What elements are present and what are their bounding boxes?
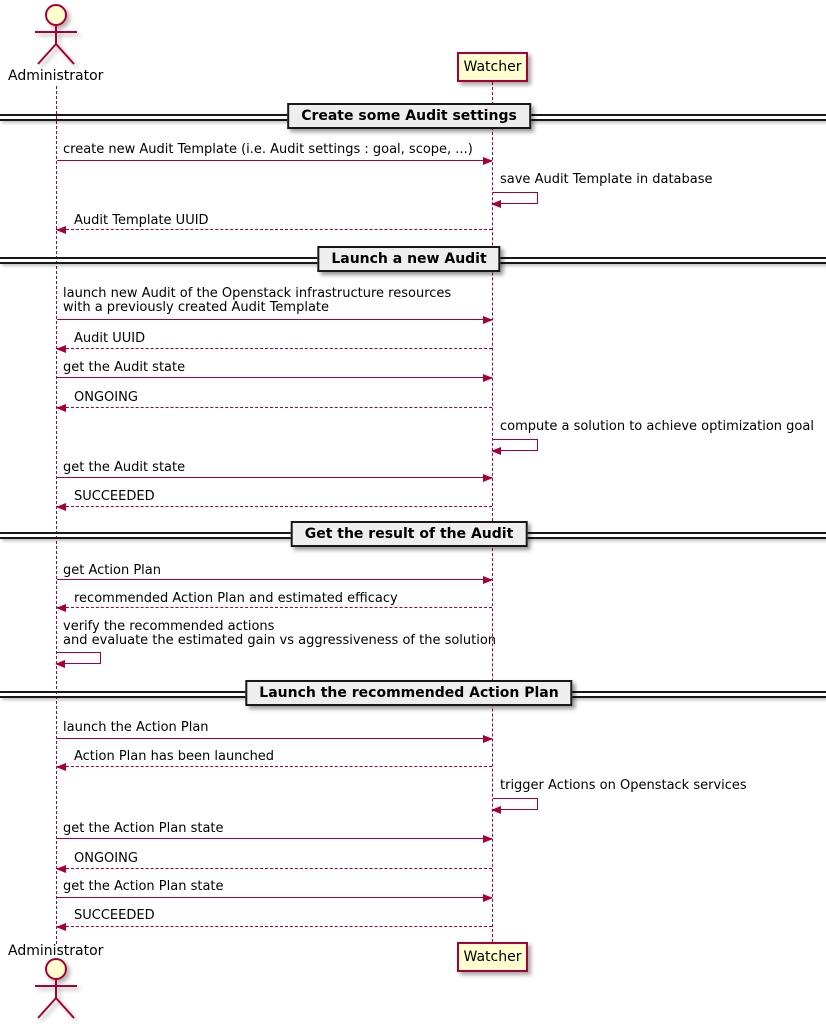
message-text: Action Plan has been launched: [74, 749, 275, 764]
arrowhead-left-icon: [56, 763, 66, 771]
message-arrow: [56, 763, 492, 771]
self-message-loop: [491, 439, 538, 455]
participant-watcher-bottom: Watcher: [457, 942, 528, 972]
message-text: Audit Template UUID: [74, 213, 209, 228]
message-text: create new Audit Template (i.e. Audit se…: [63, 142, 473, 157]
arrowhead-right-icon: [483, 735, 493, 743]
self-message-loop: [491, 192, 538, 208]
message-text: Audit UUID: [74, 331, 146, 346]
arrowhead-left-icon: [491, 447, 501, 455]
message-text: launch the Action Plan: [63, 720, 209, 735]
message-text: SUCCEEDED: [74, 489, 155, 504]
message-text: get the Action Plan state: [63, 821, 224, 836]
arrowhead-left-icon: [491, 200, 501, 208]
divider-label: Get the result of the Audit: [290, 521, 528, 547]
message-arrow: [57, 735, 493, 743]
message-arrow: [56, 226, 492, 234]
message-text: launch new Audit of the Openstack infras…: [63, 286, 452, 315]
actor-icon: [35, 958, 77, 1019]
arrowhead-right-icon: [483, 835, 493, 843]
arrowhead-right-icon: [483, 157, 493, 165]
actor-label-administrator-bottom: Administrator: [8, 943, 104, 959]
divider-label: Create some Audit settings: [287, 103, 531, 129]
message-arrow: [56, 865, 492, 873]
arrowhead-left-icon: [56, 923, 66, 931]
message-arrow: [57, 835, 493, 843]
participant-watcher-top: Watcher: [457, 52, 528, 82]
message-text: compute a solution to achieve optimizati…: [500, 419, 814, 434]
message-text: get Action Plan: [63, 563, 161, 578]
actor-icon: [35, 4, 77, 65]
message-text: ONGOING: [74, 390, 138, 405]
self-message-loop: [55, 652, 101, 668]
message-text: get the Audit state: [63, 460, 186, 475]
divider-label: Launch the recommended Action Plan: [245, 680, 573, 706]
arrowhead-right-icon: [483, 374, 493, 382]
message-arrow: [57, 894, 493, 902]
message-text: ONGOING: [74, 851, 138, 866]
message-text: trigger Actions on Openstack services: [500, 778, 747, 793]
message-arrow: [57, 316, 493, 324]
arrowhead-left-icon: [491, 806, 501, 814]
arrowhead-right-icon: [483, 474, 493, 482]
message-text: get the Audit state: [63, 360, 186, 375]
arrowhead-left-icon: [56, 503, 66, 511]
message-arrow: [56, 404, 492, 412]
lifeline-watcher: [492, 82, 493, 942]
divider-label: Launch a new Audit: [317, 246, 501, 272]
arrowhead-left-icon: [55, 660, 65, 668]
arrowhead-left-icon: [56, 345, 66, 353]
message-arrow: [56, 503, 492, 511]
message-text: SUCCEEDED: [74, 908, 155, 923]
arrowhead-left-icon: [56, 865, 66, 873]
message-arrow: [57, 157, 493, 165]
message-text: verify the recommended actions and evalu…: [63, 619, 497, 648]
arrowhead-left-icon: [56, 604, 66, 612]
arrowhead-right-icon: [483, 894, 493, 902]
self-message-loop: [491, 798, 538, 814]
lifeline-administrator: [56, 86, 57, 944]
message-arrow: [56, 345, 492, 353]
actor-label-administrator-top: Administrator: [8, 68, 104, 84]
message-arrow: [57, 374, 493, 382]
message-arrow: [57, 474, 493, 482]
message-text: recommended Action Plan and estimated ef…: [74, 591, 398, 606]
message-arrow: [56, 604, 492, 612]
arrowhead-left-icon: [56, 226, 66, 234]
message-text: save Audit Template in database: [500, 172, 713, 187]
arrowhead-left-icon: [56, 404, 66, 412]
message-text: get the Action Plan state: [63, 879, 224, 894]
message-arrow: [56, 923, 492, 931]
message-arrow: [57, 576, 493, 584]
arrowhead-right-icon: [483, 316, 493, 324]
arrowhead-right-icon: [483, 576, 493, 584]
